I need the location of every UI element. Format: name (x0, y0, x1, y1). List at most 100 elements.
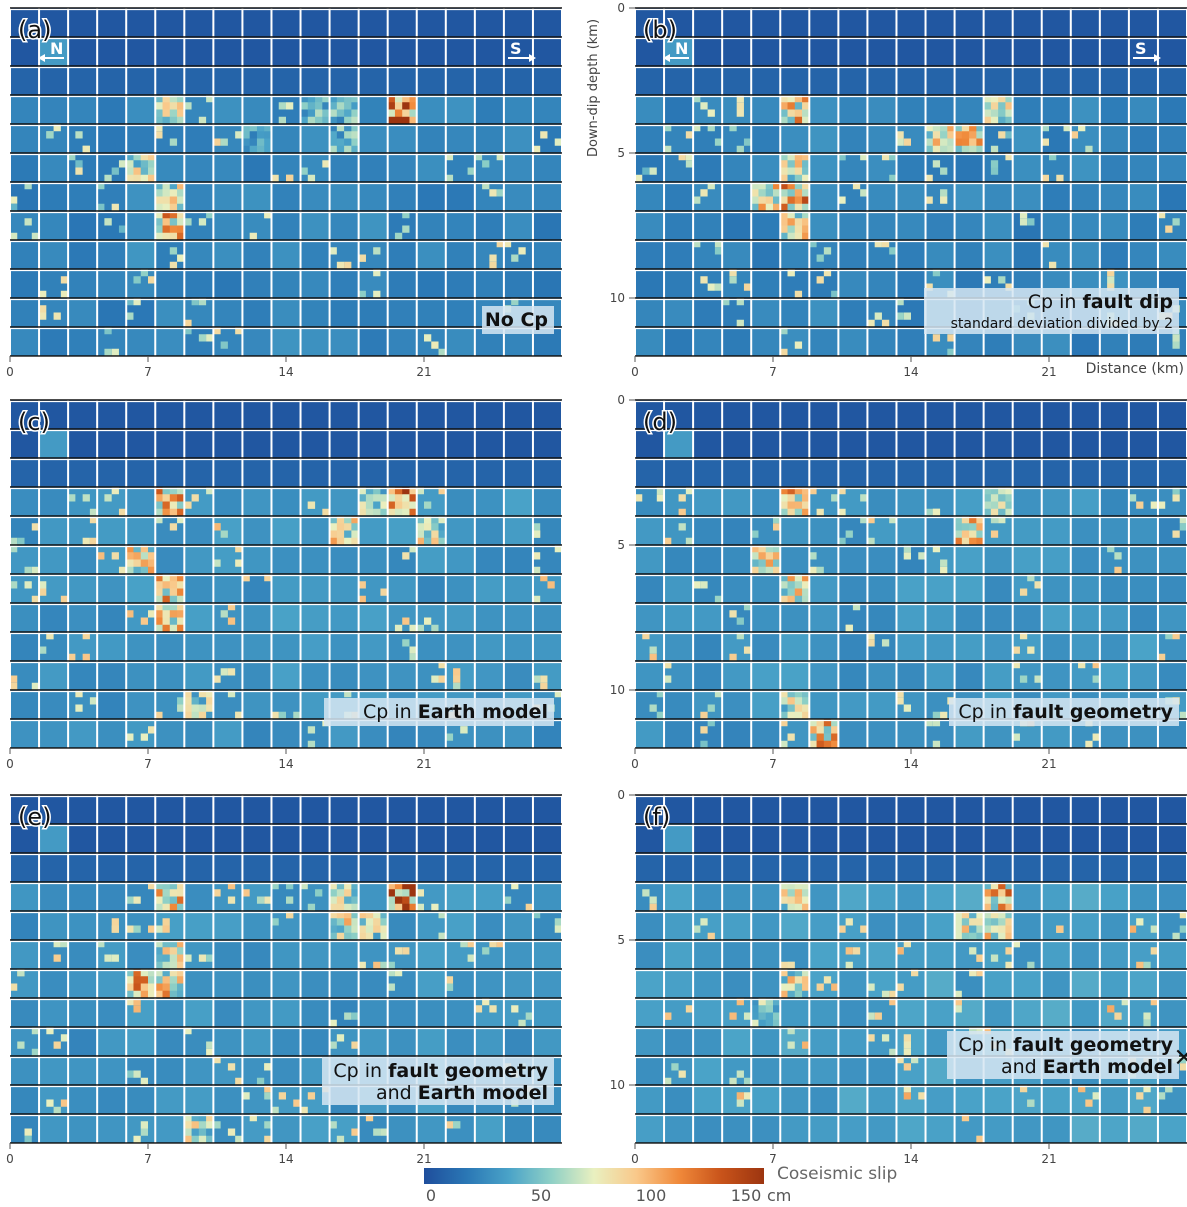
subpatch (264, 1085, 272, 1093)
subpatch (453, 668, 461, 676)
patch (445, 400, 475, 429)
patch (184, 240, 214, 269)
patch (867, 574, 897, 603)
subpatch (758, 1005, 767, 1013)
patch (664, 969, 694, 998)
patch (329, 487, 359, 516)
subpatch (1012, 646, 1020, 654)
subpatch (780, 153, 789, 161)
subpatch (177, 588, 185, 597)
subpatch (932, 711, 941, 719)
subpatch (10, 675, 18, 683)
patch (838, 1056, 868, 1085)
patch (387, 298, 417, 327)
subpatch (177, 990, 185, 999)
patch (474, 853, 504, 882)
subpatch (998, 911, 1006, 919)
subpatch (642, 889, 650, 897)
subpatch (656, 487, 665, 495)
subpatch (700, 740, 708, 748)
patch (780, 853, 810, 882)
patch (126, 824, 156, 853)
subpatch (39, 290, 47, 298)
subpatch (220, 610, 228, 618)
patch (751, 719, 781, 748)
subpatch (438, 932, 446, 940)
patch (664, 240, 694, 269)
subpatch (860, 153, 868, 161)
subpatch (264, 131, 272, 139)
patch (213, 458, 243, 487)
subpatch (649, 903, 657, 911)
subpatch (242, 889, 250, 897)
subpatch (889, 174, 897, 182)
patch (39, 182, 69, 211)
patch (358, 8, 388, 37)
subpatch (373, 961, 381, 969)
subpatch (787, 189, 796, 197)
patch (983, 182, 1013, 211)
patch (664, 853, 694, 882)
patch (416, 824, 446, 853)
y-axis-label: Down-dip depth (km) (586, 19, 601, 157)
subpatch (802, 102, 810, 110)
patch (1157, 182, 1187, 211)
subpatch (329, 896, 338, 905)
patch (1157, 400, 1187, 429)
patch (271, 998, 301, 1027)
patch (503, 269, 533, 298)
patch (416, 969, 446, 998)
patch (242, 153, 272, 182)
subpatch (227, 896, 236, 904)
patch (722, 824, 752, 853)
patch (1012, 795, 1042, 824)
subpatch (831, 740, 839, 749)
subpatch (1172, 632, 1180, 640)
subpatch (758, 189, 767, 197)
subpatch (133, 167, 142, 176)
subpatch (787, 160, 796, 168)
subpatch (758, 1019, 767, 1028)
patch (213, 1027, 243, 1056)
subpatch (344, 903, 352, 912)
subpatch (351, 131, 360, 139)
patch (809, 182, 839, 211)
subpatch (889, 247, 897, 255)
patch (635, 182, 665, 211)
patch (97, 1056, 127, 1085)
patch (300, 574, 330, 603)
patch (1157, 1114, 1187, 1143)
subpatch (867, 1034, 875, 1042)
subpatch (213, 559, 221, 567)
subpatch (235, 1077, 243, 1085)
patch (751, 795, 781, 824)
patch (1157, 940, 1187, 969)
subpatch (104, 174, 112, 182)
subpatch (1092, 675, 1100, 683)
subpatch (336, 261, 345, 269)
subpatch (990, 911, 999, 919)
patch (68, 1114, 98, 1143)
patch (925, 1114, 955, 1143)
subpatch (896, 697, 904, 705)
patch (838, 124, 868, 153)
subpatch (416, 516, 425, 524)
patch (242, 998, 272, 1027)
subpatch (344, 138, 352, 147)
subpatch (227, 690, 236, 698)
subpatch (976, 1135, 984, 1143)
patch (954, 400, 984, 429)
patch (445, 574, 475, 603)
patch (867, 545, 897, 574)
patch (445, 1027, 475, 1056)
patch (445, 882, 475, 911)
subpatch (794, 903, 803, 912)
patch (635, 211, 665, 240)
patch (155, 545, 185, 574)
subpatch (162, 232, 171, 241)
patch (1157, 37, 1187, 66)
patch (722, 516, 752, 545)
subpatch (780, 740, 788, 748)
subpatch (358, 961, 366, 969)
patch (242, 400, 272, 429)
